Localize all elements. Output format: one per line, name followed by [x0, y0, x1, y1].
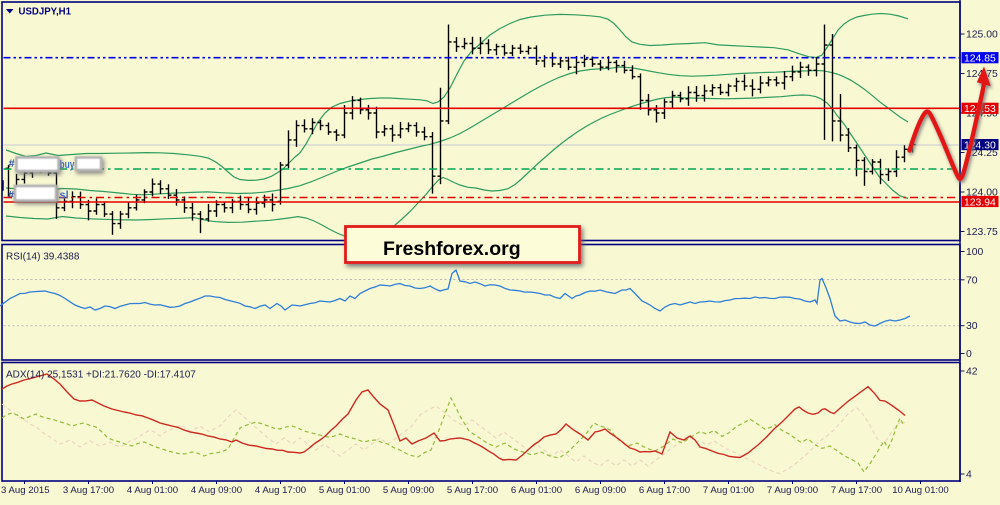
- svg-text:10 Aug 01:00: 10 Aug 01:00: [892, 485, 949, 496]
- svg-text:124.30: 124.30: [964, 140, 996, 151]
- svg-text:5 Aug 09:00: 5 Aug 09:00: [383, 485, 434, 496]
- svg-text:7 Aug 09:00: 7 Aug 09:00: [767, 485, 818, 496]
- svg-text:3 Aug 2015: 3 Aug 2015: [1, 485, 50, 496]
- svg-text:3 Aug 17:00: 3 Aug 17:00: [63, 485, 114, 496]
- svg-text:sl: sl: [60, 190, 69, 202]
- svg-text:123.75: 123.75: [966, 227, 998, 238]
- svg-text:5 Aug 01:00: 5 Aug 01:00: [319, 485, 370, 496]
- svg-text:6 Aug 01:00: 6 Aug 01:00: [511, 485, 562, 496]
- svg-text:100: 100: [966, 247, 984, 258]
- svg-text:125.00: 125.00: [966, 30, 998, 41]
- svg-text:42: 42: [966, 367, 978, 378]
- svg-text:RSI(14) 39.4388: RSI(14) 39.4388: [6, 252, 80, 263]
- svg-text:buy: buy: [60, 159, 76, 171]
- svg-text:0: 0: [966, 349, 972, 360]
- svg-text:4 Aug 01:00: 4 Aug 01:00: [127, 485, 178, 496]
- svg-text:70: 70: [966, 275, 978, 286]
- svg-text:#: #: [8, 190, 14, 202]
- svg-text:124.25: 124.25: [966, 148, 998, 159]
- svg-text:4: 4: [966, 470, 972, 481]
- svg-text:7 Aug 17:00: 7 Aug 17:00: [831, 485, 882, 496]
- svg-text:5 Aug 17:00: 5 Aug 17:00: [447, 485, 498, 496]
- svg-text:30: 30: [966, 321, 978, 332]
- svg-text:124.00: 124.00: [966, 188, 998, 199]
- svg-text:ADX(14) 25,1531 +DI:21.7620 -D: ADX(14) 25,1531 +DI:21.7620 -DI:17.4107: [6, 370, 196, 381]
- svg-text:7 Aug 01:00: 7 Aug 01:00: [703, 485, 754, 496]
- svg-text:4 Aug 09:00: 4 Aug 09:00: [191, 485, 242, 496]
- svg-text:123.94: 123.94: [964, 197, 996, 208]
- svg-text:124.50: 124.50: [966, 109, 998, 120]
- svg-text:6 Aug 17:00: 6 Aug 17:00: [639, 485, 690, 496]
- svg-text:#: #: [9, 158, 15, 170]
- svg-text:4 Aug 17:00: 4 Aug 17:00: [255, 485, 306, 496]
- svg-text:USDJPY,H1: USDJPY,H1: [19, 7, 72, 18]
- svg-text:124.85: 124.85: [964, 54, 996, 65]
- svg-text:Freshforex.org: Freshforex.org: [383, 238, 521, 260]
- svg-text:6 Aug 09:00: 6 Aug 09:00: [575, 485, 626, 496]
